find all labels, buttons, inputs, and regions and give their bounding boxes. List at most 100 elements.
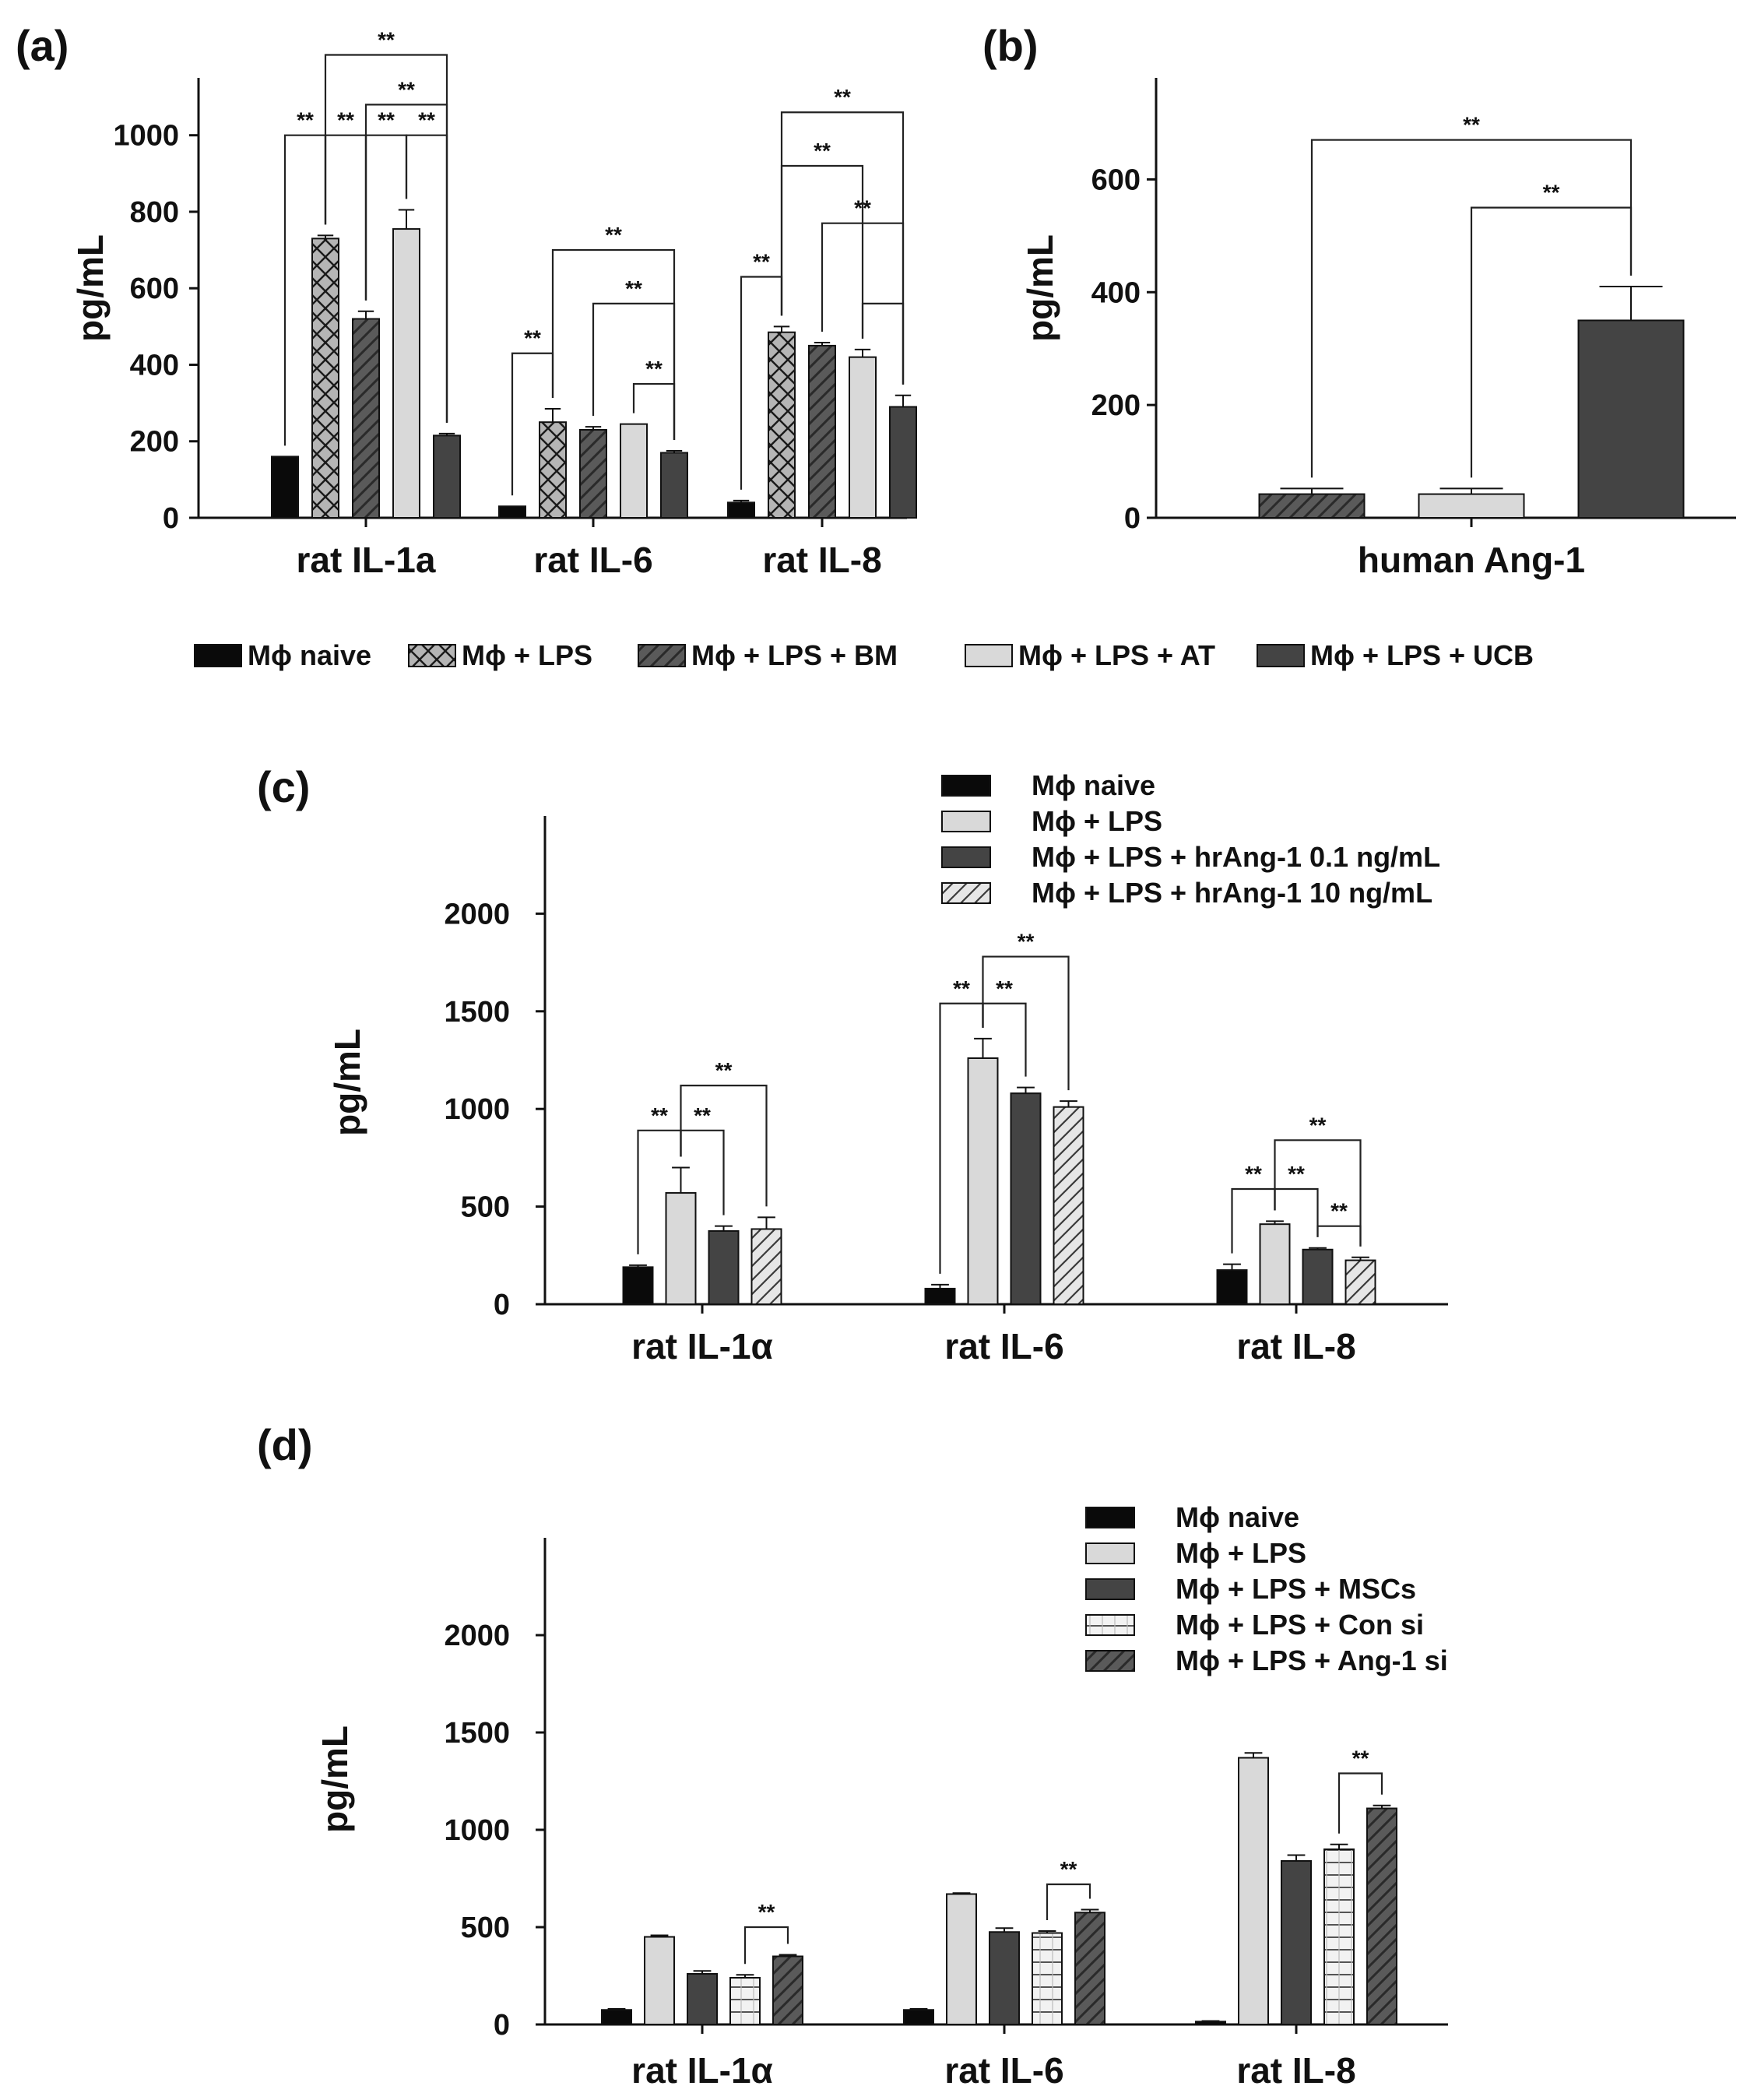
bar bbox=[1074, 1912, 1105, 2025]
y-tick-label: 1000 bbox=[113, 120, 179, 153]
significance-label: ** bbox=[1352, 1746, 1369, 1771]
legend-swatch bbox=[941, 846, 991, 868]
y-tick-label: 500 bbox=[461, 1191, 510, 1224]
legend-swatch bbox=[1085, 1650, 1135, 1672]
x-category-label: rat IL-1a bbox=[297, 540, 436, 580]
panel-d: (d) pg/mL 0 500 1000 1500 2000 rat IL-1α rat I… bbox=[257, 1420, 1448, 2091]
bar bbox=[620, 423, 648, 519]
y-tick-label: 1500 bbox=[444, 996, 510, 1029]
legend-label: Mϕ + LPS bbox=[462, 639, 592, 671]
significance-bracket bbox=[324, 54, 448, 423]
significance-label: ** bbox=[1018, 930, 1035, 954]
legend-label: Mϕ naive bbox=[1032, 769, 1155, 801]
panel-a-plot: 0 200 400 600 800 1000 rat IL-1a rat IL-6 rat IL… bbox=[113, 28, 917, 580]
panel-d-letter: (d) bbox=[257, 1420, 313, 1469]
bar bbox=[1323, 1848, 1355, 2025]
significance-label: ** bbox=[625, 276, 642, 301]
significance-label: ** bbox=[1309, 1113, 1327, 1137]
bar bbox=[687, 1973, 718, 2025]
bar bbox=[1281, 1860, 1312, 2025]
significance-label: ** bbox=[1463, 113, 1480, 137]
panel-d-ylabel: pg/mL bbox=[315, 1725, 355, 1833]
significance-label: ** bbox=[605, 223, 622, 247]
y-tick-label: 1000 bbox=[444, 1093, 510, 1126]
x-category-label: rat IL-8 bbox=[762, 540, 881, 580]
y-tick-label: 400 bbox=[1091, 276, 1141, 309]
y-tick-label: 200 bbox=[130, 426, 179, 459]
significance-bracket bbox=[1274, 1139, 1362, 1247]
panel-c-ylabel: pg/mL bbox=[327, 1029, 367, 1136]
legend-label: Mϕ + LPS + MSCs bbox=[1176, 1573, 1416, 1605]
panel-c-legend: Mϕ naive Mϕ + LPS Mϕ + LPS + hrAng-1 0.1 n… bbox=[941, 769, 1440, 909]
bar bbox=[311, 237, 339, 519]
significance-label: ** bbox=[834, 85, 851, 109]
bar bbox=[1344, 1259, 1376, 1305]
panel-d-legend: Mϕ naive Mϕ + LPS Mϕ + LPS + MSCs Mϕ + LPS … bbox=[1085, 1501, 1448, 1676]
bar bbox=[772, 1955, 803, 2025]
significance-label: ** bbox=[297, 108, 314, 132]
legend-swatch bbox=[941, 811, 991, 832]
panel-a-letter: (a) bbox=[16, 21, 69, 70]
bar bbox=[967, 1057, 999, 1305]
bar bbox=[989, 1931, 1020, 2025]
significance-label: ** bbox=[1330, 1199, 1348, 1223]
significance-label: ** bbox=[337, 108, 354, 132]
bar bbox=[498, 505, 526, 519]
significance-label: ** bbox=[758, 1900, 775, 1924]
y-tick-label: 600 bbox=[1091, 164, 1141, 196]
bar bbox=[1258, 493, 1366, 519]
legend-label: Mϕ + LPS + hrAng-1 0.1 ng/mL bbox=[1032, 841, 1440, 873]
y-tick-label: 0 bbox=[494, 2009, 510, 2042]
y-tick-label: 0 bbox=[1124, 502, 1141, 535]
significance-label: ** bbox=[398, 77, 415, 101]
bar bbox=[708, 1229, 740, 1305]
panel-c-plot: 0 500 1000 1500 2000 rat IL-1α rat IL-6 rat IL-… bbox=[444, 816, 1448, 1367]
significance-bracket bbox=[680, 1085, 768, 1207]
x-category-label: rat IL-6 bbox=[944, 1326, 1063, 1367]
bar bbox=[271, 456, 299, 519]
bar bbox=[1577, 319, 1685, 519]
bar bbox=[433, 434, 461, 519]
x-category-label: rat IL-1α bbox=[631, 1326, 773, 1367]
y-tick-label: 0 bbox=[494, 1289, 510, 1321]
bar bbox=[849, 356, 877, 519]
bar bbox=[1302, 1248, 1334, 1305]
legend-label: Mϕ + LPS bbox=[1032, 805, 1162, 837]
significance-label: ** bbox=[651, 1103, 668, 1127]
x-category-label: rat IL-6 bbox=[533, 540, 652, 580]
significance-bracket bbox=[982, 955, 1070, 1091]
bar bbox=[808, 344, 836, 519]
y-tick-label: 0 bbox=[163, 502, 179, 535]
significance-bracket bbox=[743, 1926, 789, 1965]
significance-label: ** bbox=[378, 108, 395, 132]
panel-b-plot: 0 200 400 600 human Ang-1 ** ** bbox=[1091, 78, 1736, 580]
bar bbox=[1195, 2021, 1226, 2025]
legend-swatch bbox=[1085, 1507, 1135, 1528]
bar bbox=[729, 1977, 761, 2025]
significance-bracket bbox=[780, 111, 905, 385]
bar bbox=[1259, 1223, 1291, 1305]
legend-label: Mϕ + LPS + Ang-1 si bbox=[1176, 1644, 1448, 1676]
bar bbox=[750, 1228, 782, 1306]
legend-label: Mϕ naive bbox=[248, 639, 371, 671]
bar bbox=[644, 1936, 675, 2025]
panel-b-letter: (b) bbox=[982, 21, 1039, 70]
significance-label: ** bbox=[645, 357, 663, 381]
significance-bracket bbox=[1316, 1225, 1362, 1247]
bar bbox=[924, 1287, 956, 1306]
legend-swatch bbox=[1257, 644, 1305, 667]
bar bbox=[601, 2009, 632, 2025]
bar bbox=[903, 2009, 934, 2025]
panel-b-ylabel: pg/mL bbox=[1020, 234, 1060, 342]
y-tick-label: 2000 bbox=[444, 898, 510, 930]
legend-swatch bbox=[408, 644, 456, 667]
legend-swatch bbox=[194, 644, 242, 667]
y-tick-label: 400 bbox=[130, 349, 179, 382]
significance-label: ** bbox=[1288, 1162, 1305, 1186]
x-category-label: rat IL-8 bbox=[1236, 1326, 1355, 1367]
bar bbox=[1216, 1269, 1248, 1305]
x-category-label: rat IL-6 bbox=[944, 2050, 1063, 2091]
bar bbox=[352, 318, 380, 519]
bar bbox=[1053, 1106, 1084, 1306]
legend-label: Mϕ + LPS + BM bbox=[691, 639, 898, 671]
